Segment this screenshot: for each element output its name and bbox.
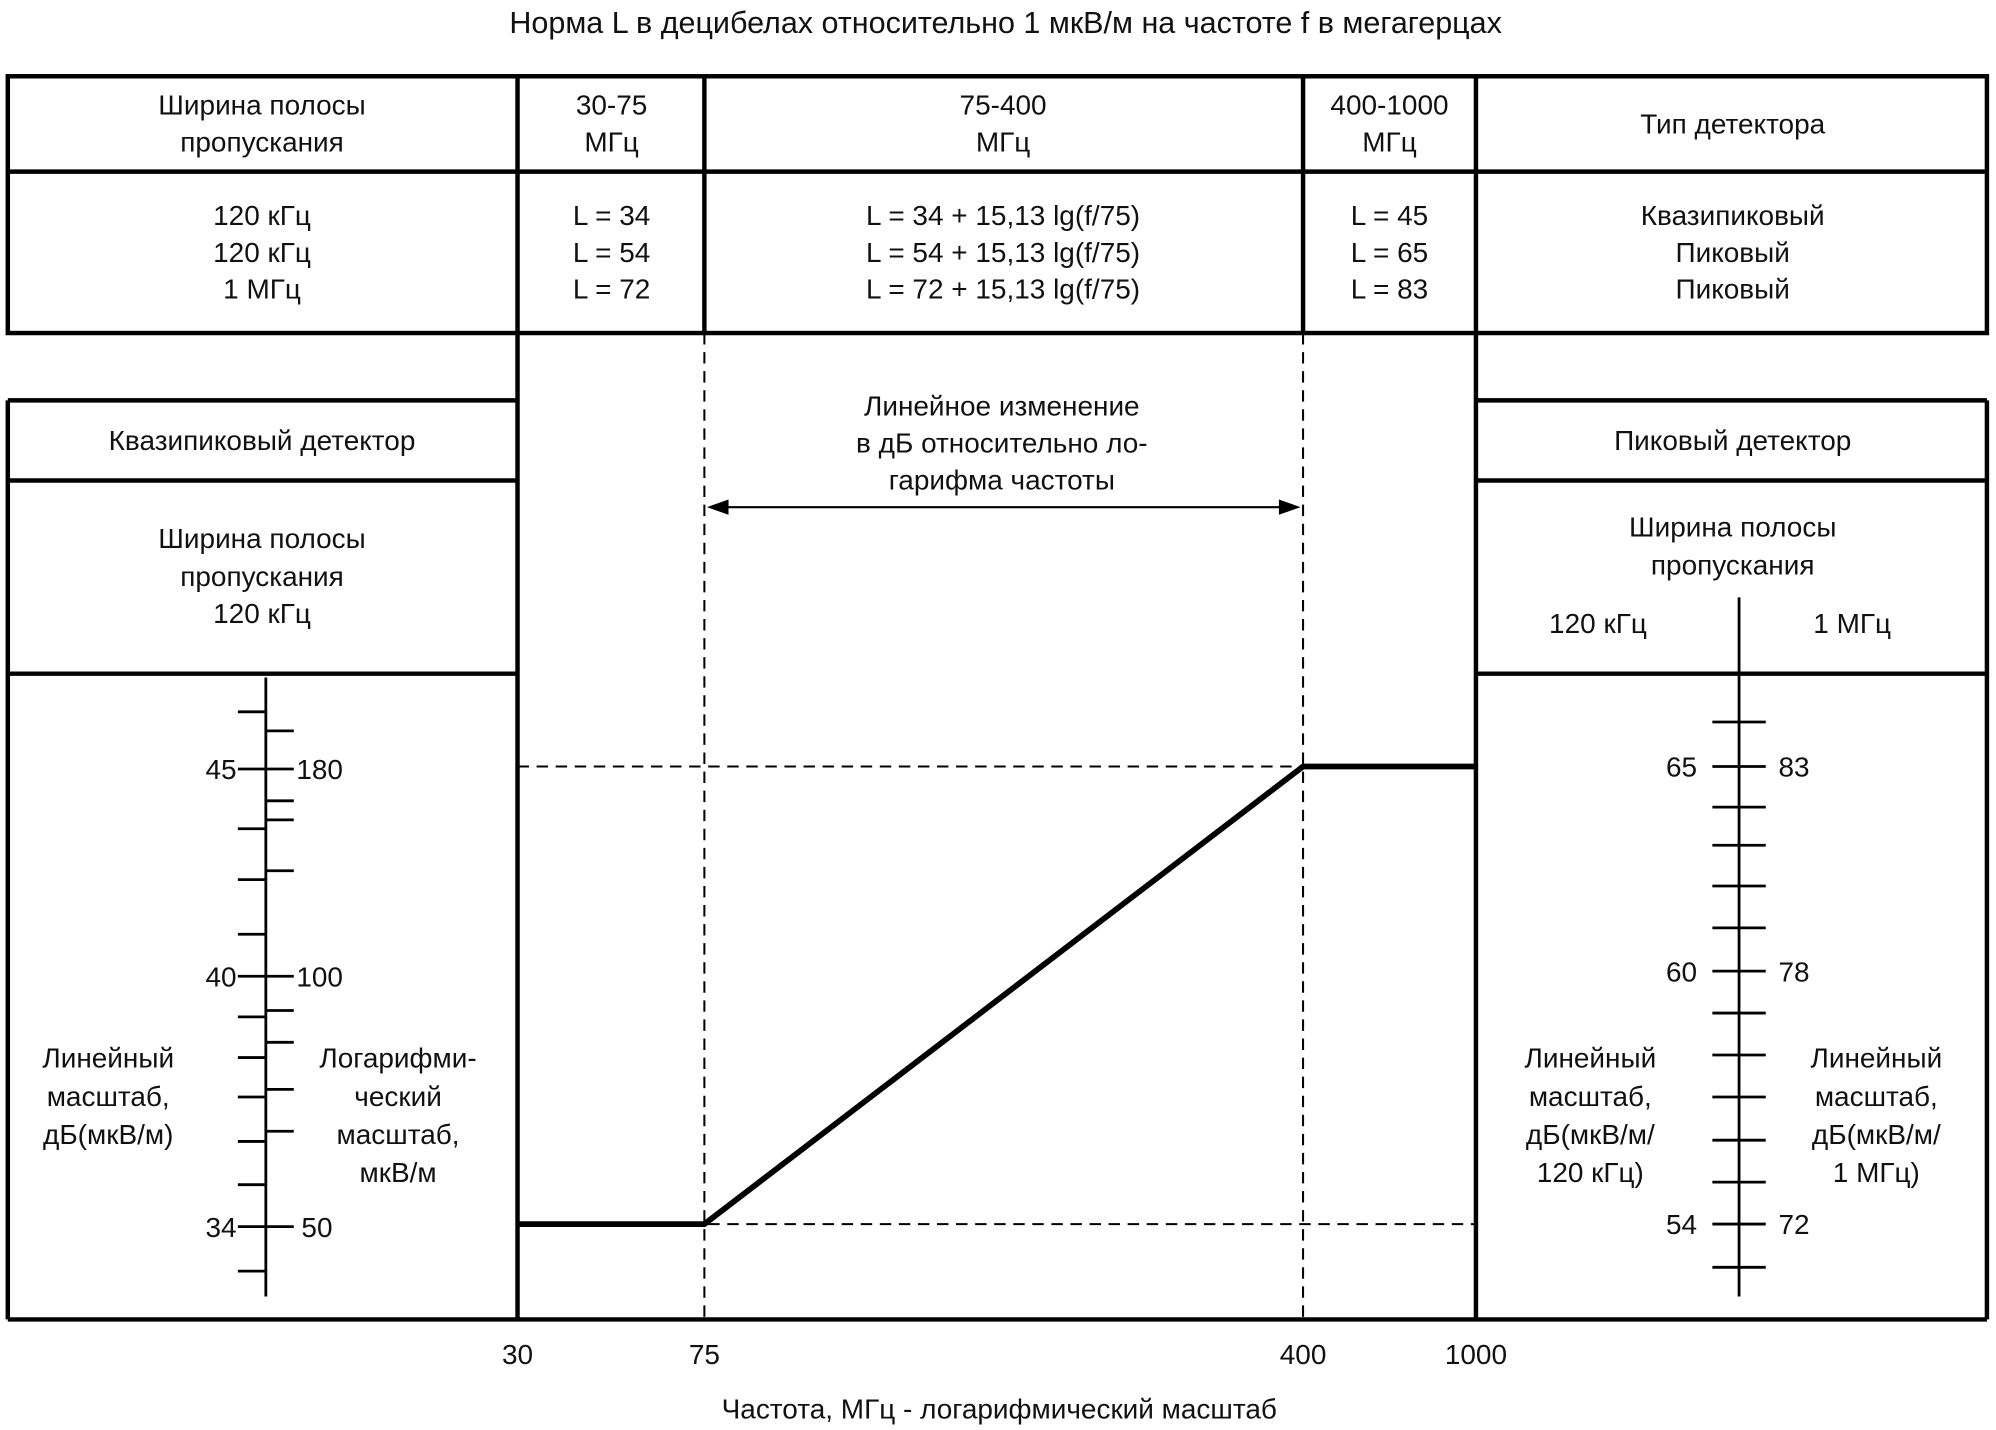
tick-label: 45 bbox=[206, 754, 237, 785]
bw-label-2: пропускания bbox=[180, 561, 344, 592]
bw-label-3: 120 кГц bbox=[213, 598, 311, 629]
limit-line-series bbox=[517, 763, 1476, 1227]
annotation-line: в дБ относительно ло- bbox=[856, 428, 1148, 459]
table-cell: 120 кГц bbox=[213, 237, 311, 268]
tick-label: 72 bbox=[1778, 1209, 1809, 1240]
table-header: 75-400 bbox=[960, 89, 1047, 120]
table-cell: L = 72 bbox=[573, 274, 650, 305]
tick-label: 60 bbox=[1666, 956, 1697, 987]
scale-label: 120 кГц) bbox=[1537, 1157, 1644, 1188]
table-header: 400-1000 bbox=[1330, 89, 1448, 120]
table-cell: L = 65 bbox=[1351, 237, 1428, 268]
table-cell: Пиковый bbox=[1676, 237, 1790, 268]
table-cell: 1 МГц bbox=[223, 274, 301, 305]
scale-label: масштаб, bbox=[47, 1081, 170, 1112]
table-header: МГц bbox=[976, 126, 1030, 157]
scale-label: ческий bbox=[354, 1081, 442, 1112]
tick-label: 180 bbox=[296, 754, 343, 785]
scale-label: Линейный bbox=[1524, 1043, 1656, 1074]
table-cell: L = 83 bbox=[1351, 274, 1428, 305]
peak-title: Пиковый детектор bbox=[1614, 425, 1851, 456]
tick-label: 50 bbox=[301, 1212, 332, 1243]
scale-label: дБ(мкВ/м/ bbox=[1812, 1119, 1941, 1150]
table-header: Ширина полосы bbox=[158, 89, 365, 120]
table-header: МГц bbox=[1362, 126, 1416, 157]
tick-label: 34 bbox=[206, 1212, 237, 1243]
range-arrow bbox=[706, 499, 1301, 515]
quasi-peak-panel: Квазипиковый детектор Ширина полосы проп… bbox=[5, 398, 518, 1320]
scale-label: масштаб, bbox=[337, 1119, 460, 1150]
bw-label-2: пропускания bbox=[1651, 550, 1815, 581]
scale-label: дБ(мкВ/м/ bbox=[1526, 1119, 1655, 1150]
table-cell: 120 кГц bbox=[213, 200, 311, 231]
diagram-title: Норма L в децибелах относительно 1 мкВ/м… bbox=[509, 6, 1501, 40]
limits-table: Ширина полосы пропускания 30-75 МГц 75-400 МГ… bbox=[5, 74, 1990, 1320]
table-cell: Квазипиковый bbox=[1641, 200, 1825, 231]
bw-120khz: 120 кГц bbox=[1549, 608, 1647, 639]
table-cell: L = 45 bbox=[1351, 200, 1428, 231]
table-cell: Пиковый bbox=[1676, 274, 1790, 305]
table-header: пропускания bbox=[180, 126, 344, 157]
bw-label-1: Ширина полосы bbox=[158, 523, 365, 554]
x-tick-label: 30 bbox=[502, 1339, 533, 1370]
scale-label: 1 МГц) bbox=[1833, 1157, 1920, 1188]
plot-area: Линейное изменение в дБ относительно ло-… bbox=[7, 333, 1987, 1425]
scale-label: масштаб, bbox=[1815, 1081, 1938, 1112]
scale-label: дБ(мкВ/м) bbox=[43, 1119, 173, 1150]
x-tick-label: 75 bbox=[689, 1339, 720, 1370]
annotation-line: Линейное изменение bbox=[864, 391, 1140, 422]
table-header: МГц bbox=[584, 126, 638, 157]
x-tick-label: 400 bbox=[1280, 1339, 1327, 1370]
scale-label: мкВ/м bbox=[359, 1157, 436, 1188]
annotation-line: гарифма частоты bbox=[889, 464, 1115, 495]
scale-label: масштаб, bbox=[1529, 1081, 1652, 1112]
tick-label: 65 bbox=[1666, 752, 1697, 783]
bw-1mhz: 1 МГц bbox=[1813, 608, 1891, 639]
tick-label: 100 bbox=[296, 961, 343, 992]
peak-panel: Пиковый детектор Ширина полосы пропускан… bbox=[1475, 398, 1990, 1320]
x-axis-label: Частота, МГц - логарифмический масштаб bbox=[722, 1394, 1277, 1425]
table-cell: L = 34 bbox=[573, 200, 650, 231]
tick-label: 54 bbox=[1666, 1209, 1697, 1240]
scale-label: Линейный bbox=[1810, 1043, 1942, 1074]
table-header: Тип детектора bbox=[1640, 108, 1825, 139]
scale-label: Логарифми- bbox=[319, 1043, 476, 1074]
quasi-peak-title: Квазипиковый детектор bbox=[109, 425, 416, 456]
table-cell: L = 54 + 15,13 lg(f/75) bbox=[866, 237, 1140, 268]
x-tick-label: 1000 bbox=[1445, 1339, 1507, 1370]
tick-label: 78 bbox=[1778, 956, 1809, 987]
tick-label: 40 bbox=[206, 961, 237, 992]
table-cell: L = 34 + 15,13 lg(f/75) bbox=[866, 200, 1140, 231]
bw-label-1: Ширина полосы bbox=[1629, 511, 1836, 542]
tick-label: 83 bbox=[1778, 752, 1809, 783]
scale-label: Линейный bbox=[42, 1043, 174, 1074]
table-cell: L = 72 + 15,13 lg(f/75) bbox=[866, 274, 1140, 305]
table-cell: L = 54 bbox=[573, 237, 650, 268]
table-header: 30-75 bbox=[576, 89, 648, 120]
